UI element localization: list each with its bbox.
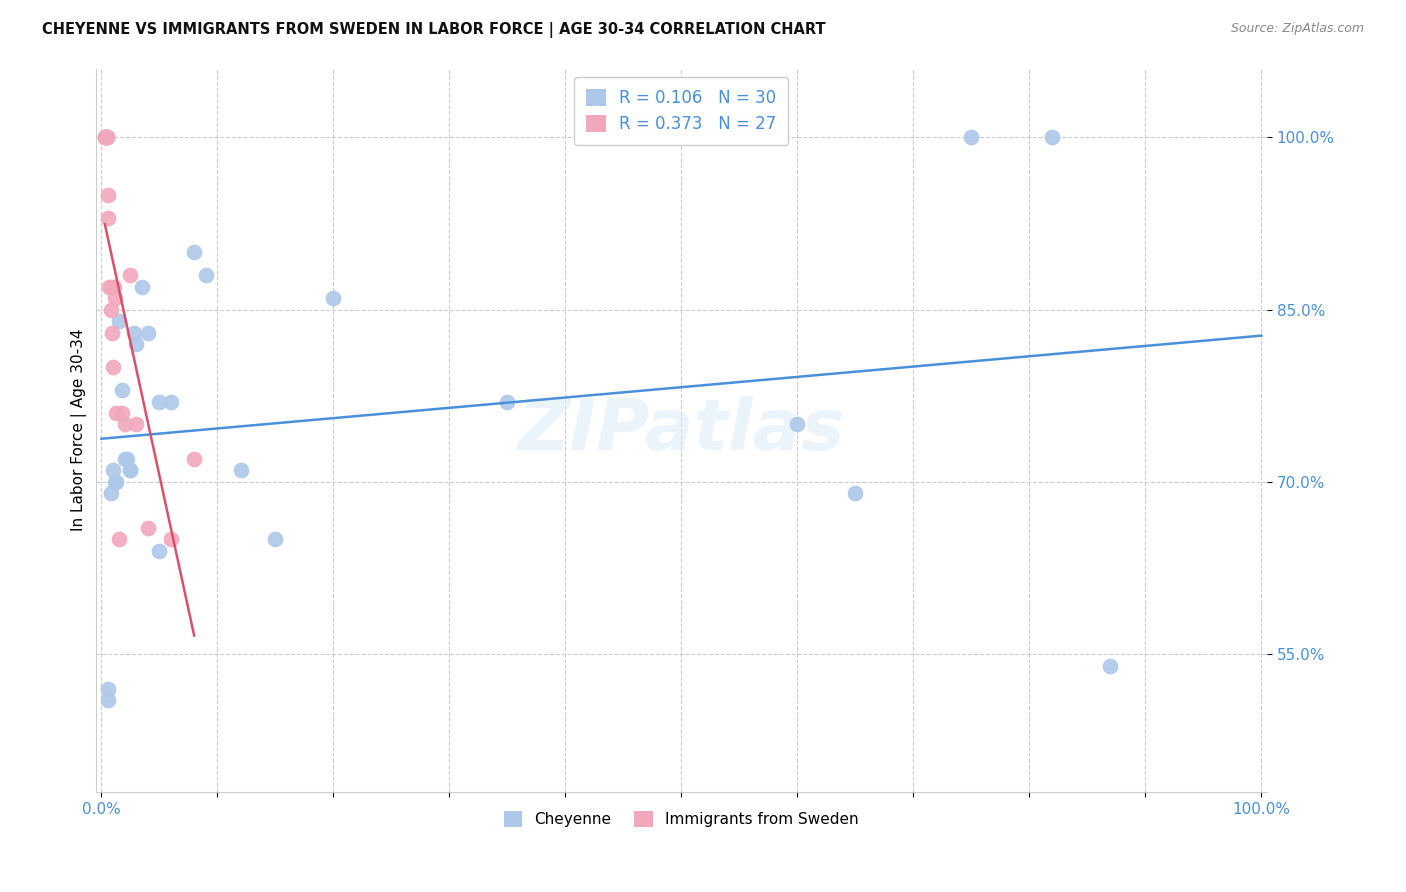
Text: CHEYENNE VS IMMIGRANTS FROM SWEDEN IN LABOR FORCE | AGE 30-34 CORRELATION CHART: CHEYENNE VS IMMIGRANTS FROM SWEDEN IN LA… (42, 22, 825, 38)
Point (844, 486, 866, 500)
Point (264, 533, 287, 547)
Point (105, 406, 128, 420)
Point (94, 130, 117, 145)
Point (107, 533, 129, 547)
Point (101, 360, 124, 375)
Point (120, 463, 142, 477)
Point (98, 279, 121, 293)
Point (194, 268, 217, 283)
Point (96, 130, 118, 145)
Point (160, 533, 183, 547)
Point (131, 279, 153, 293)
Point (125, 337, 148, 351)
Text: Source: ZipAtlas.com: Source: ZipAtlas.com (1230, 22, 1364, 36)
Point (94, 130, 117, 145)
Point (96, 130, 118, 145)
Point (97, 681, 120, 696)
Point (120, 463, 142, 477)
Point (136, 521, 159, 535)
Point (183, 245, 205, 260)
Legend: Cheyenne, Immigrants from Sweden: Cheyenne, Immigrants from Sweden (496, 804, 866, 835)
Point (786, 417, 808, 432)
Point (114, 417, 136, 432)
Point (115, 452, 138, 467)
Point (148, 544, 170, 558)
Point (496, 394, 519, 409)
Point (94, 130, 117, 145)
Point (94, 130, 117, 145)
Point (136, 326, 159, 340)
Point (100, 302, 122, 317)
Point (229, 463, 252, 477)
Point (183, 452, 205, 467)
Point (125, 417, 148, 432)
Point (114, 452, 136, 467)
Point (97, 187, 120, 202)
Point (100, 279, 122, 293)
Point (148, 394, 170, 409)
Point (101, 326, 124, 340)
Point (111, 383, 134, 397)
Point (107, 314, 129, 328)
Point (103, 279, 125, 293)
Point (104, 475, 127, 489)
Point (101, 463, 124, 477)
Point (105, 475, 128, 489)
Y-axis label: In Labor Force | Age 30-34: In Labor Force | Age 30-34 (72, 329, 87, 532)
Point (97, 211, 120, 225)
Point (111, 406, 134, 420)
Point (322, 291, 344, 305)
Point (1042, 130, 1064, 145)
Point (94, 130, 117, 145)
Point (1099, 658, 1122, 673)
Point (100, 486, 122, 500)
Point (96, 130, 118, 145)
Point (122, 326, 145, 340)
Point (104, 291, 127, 305)
Point (120, 268, 142, 283)
Point (97, 693, 120, 707)
Point (960, 130, 983, 145)
Text: ZIPatlas: ZIPatlas (517, 396, 845, 465)
Point (160, 394, 183, 409)
Point (94, 130, 117, 145)
